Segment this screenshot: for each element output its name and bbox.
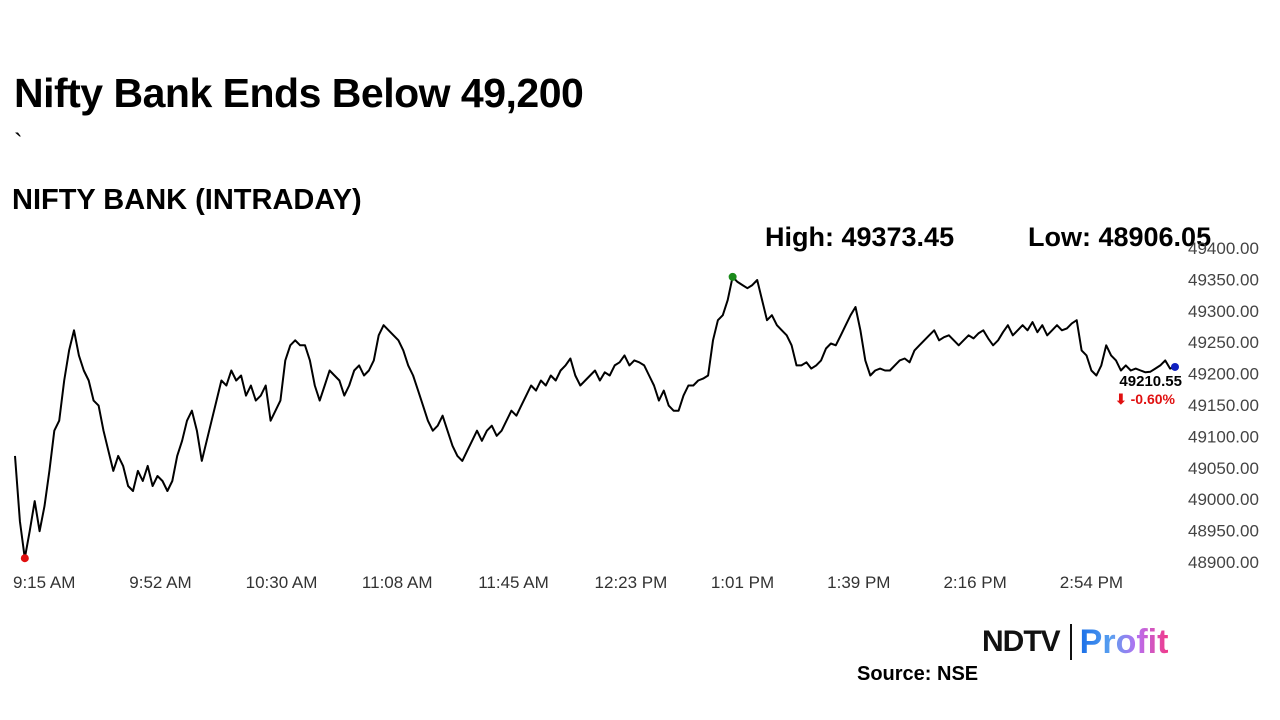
- low-marker: [20, 554, 29, 563]
- logo-ndtv: NDTV: [982, 625, 1061, 658]
- last-value-label: 49210.55: [1119, 373, 1182, 390]
- chart-subtitle: NIFTY BANK (INTRADAY): [12, 184, 362, 216]
- y-tick-label: 49150.00: [1188, 396, 1259, 415]
- y-tick-label: 49350.00: [1188, 270, 1259, 289]
- page-title: Nifty Bank Ends Below 49,200: [14, 70, 584, 116]
- x-tick-label: 11:45 AM: [478, 573, 549, 592]
- x-tick-label: 2:54 PM: [1060, 573, 1123, 592]
- ndtv-profit-logo: NDTV Profit: [982, 622, 1168, 662]
- x-tick-label: 10:30 AM: [246, 573, 318, 592]
- source-note: Source: NSE: [857, 663, 979, 685]
- low-label: Low: 48906.05: [1028, 222, 1212, 252]
- x-tick-label: 12:23 PM: [595, 573, 668, 592]
- x-tick-label: 1:01 PM: [711, 573, 774, 592]
- x-tick-label: 1:39 PM: [827, 573, 890, 592]
- x-tick-label: 9:15 AM: [13, 573, 75, 592]
- y-tick-label: 49050.00: [1188, 459, 1259, 478]
- logo-profit: Profit: [1079, 622, 1169, 661]
- high-label: High: 49373.45: [765, 222, 955, 252]
- stray-mark: `: [14, 128, 23, 158]
- y-tick-label: 49400.00: [1188, 239, 1259, 258]
- high-marker: [728, 272, 737, 281]
- last-value-marker: [1171, 362, 1179, 371]
- price-line: [14, 275, 1176, 560]
- y-tick-label: 49300.00: [1188, 302, 1259, 321]
- y-tick-label: 49100.00: [1188, 427, 1259, 446]
- x-tick-label: 11:08 AM: [362, 573, 433, 592]
- change-label: ⬇ -0.60%: [1115, 391, 1176, 407]
- logo-divider: [1069, 624, 1072, 660]
- y-tick-label: 48900.00: [1188, 553, 1259, 572]
- y-tick-label: 49000.00: [1188, 490, 1259, 509]
- x-tick-label: 2:16 PM: [943, 573, 1006, 592]
- y-tick-label: 49200.00: [1188, 365, 1259, 384]
- y-tick-label: 49250.00: [1188, 333, 1259, 352]
- y-tick-label: 48950.00: [1188, 522, 1259, 541]
- x-tick-label: 9:52 AM: [129, 573, 191, 592]
